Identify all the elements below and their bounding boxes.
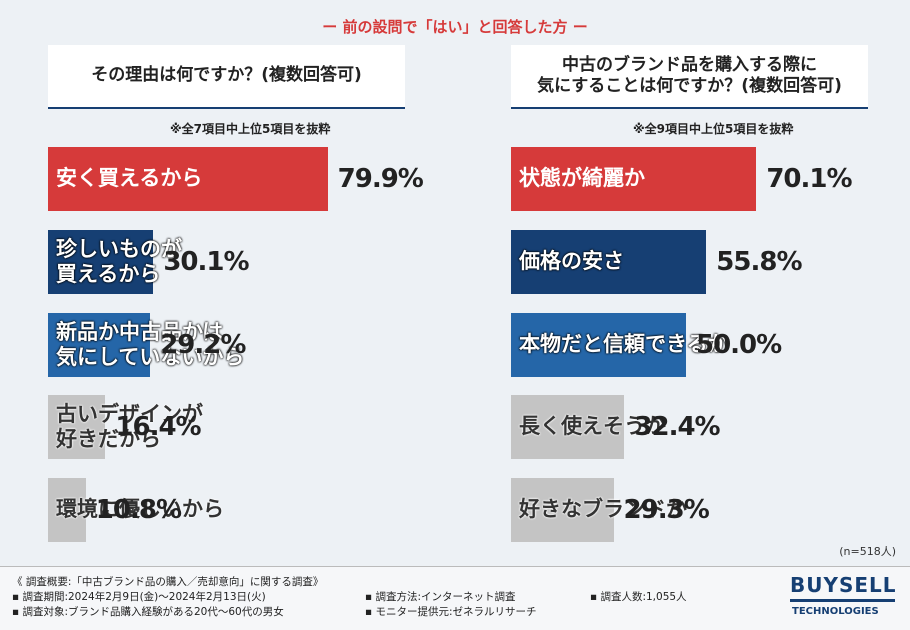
question: 中古のブランド品を購入する際に 気にすることは何ですか？(複数回答可) — [511, 45, 868, 109]
bar-label: 価格の安さ — [519, 249, 624, 274]
value-label: 10.8% — [95, 495, 182, 525]
value-label: 29.2% — [160, 330, 246, 360]
bar — [48, 147, 328, 211]
logo-rule — [790, 599, 895, 602]
bar-label: 長く使えそうか — [519, 414, 666, 439]
dash: ー — [567, 18, 588, 36]
header: ー 前の設問で「はい」と回答した方 ー — [0, 16, 910, 37]
bar — [48, 313, 151, 377]
bar-label: 本物だと信頼できるか — [519, 332, 729, 357]
footer-item: ▪ 調査期間:2024年2月9日(金)〜2024年2月13日(火) — [12, 591, 266, 603]
bar-label: 古いデザインが 好きだから — [56, 401, 203, 451]
note: ※全9項目中上位5項目を抜粋 — [633, 122, 794, 136]
value-label: 29.3% — [623, 495, 710, 525]
bar — [511, 147, 757, 211]
logo: BUYSELL — [790, 573, 897, 597]
summary: 《 調査概要:「中古ブランド品の購入／売却意向」に関する調査》 — [12, 576, 324, 588]
bar-label: 安く買えるから — [56, 166, 203, 191]
footer-item: ▪ モニター提供元:ゼネラルリサーチ — [365, 606, 537, 618]
bar — [48, 395, 106, 459]
value-label: 79.9% — [337, 164, 424, 194]
value-label: 30.1% — [163, 247, 249, 277]
bar-label: 状態が綺麗か — [519, 166, 645, 191]
sample-size: (n=518人) — [839, 545, 896, 558]
footer-item: ▪ 調査対象:ブランド品購入経験がある20代〜60代の男女 — [12, 606, 284, 618]
logo-sub: TECHNOLOGIES — [792, 606, 879, 617]
value-label: 55.8% — [716, 247, 802, 277]
value-label: 16.4% — [115, 412, 201, 442]
bar-label: 珍しいものが 買えるから — [56, 236, 182, 286]
question: その理由は何ですか？(複数回答可) — [48, 45, 405, 109]
value-label: 70.1% — [766, 164, 852, 194]
bar — [511, 230, 707, 294]
dash: ー — [322, 18, 343, 36]
value-label: 50.0% — [696, 330, 782, 360]
bar — [511, 395, 625, 459]
bar-label: 環境に優しいから — [56, 497, 224, 522]
bar — [48, 230, 154, 294]
bar — [511, 478, 614, 542]
bar — [48, 478, 86, 542]
value-label: 32.4% — [634, 412, 720, 442]
header-text: 前の設問で「はい」と回答した方 — [342, 18, 568, 36]
bar-label: 新品か中古品かは 気にしていないから — [56, 319, 245, 369]
bar — [511, 313, 686, 377]
bar-label: 好きなブランドか — [519, 497, 687, 522]
note: ※全7項目中上位5項目を抜粋 — [170, 122, 331, 136]
footer: 《 調査概要:「中古ブランド品の購入／売却意向」に関する調査》 ▪ 調査期間:2… — [0, 566, 910, 630]
footer-item: ▪ 調査方法:インターネット調査 — [365, 591, 516, 603]
footer-item: ▪ 調査人数:1,055人 — [590, 591, 687, 603]
